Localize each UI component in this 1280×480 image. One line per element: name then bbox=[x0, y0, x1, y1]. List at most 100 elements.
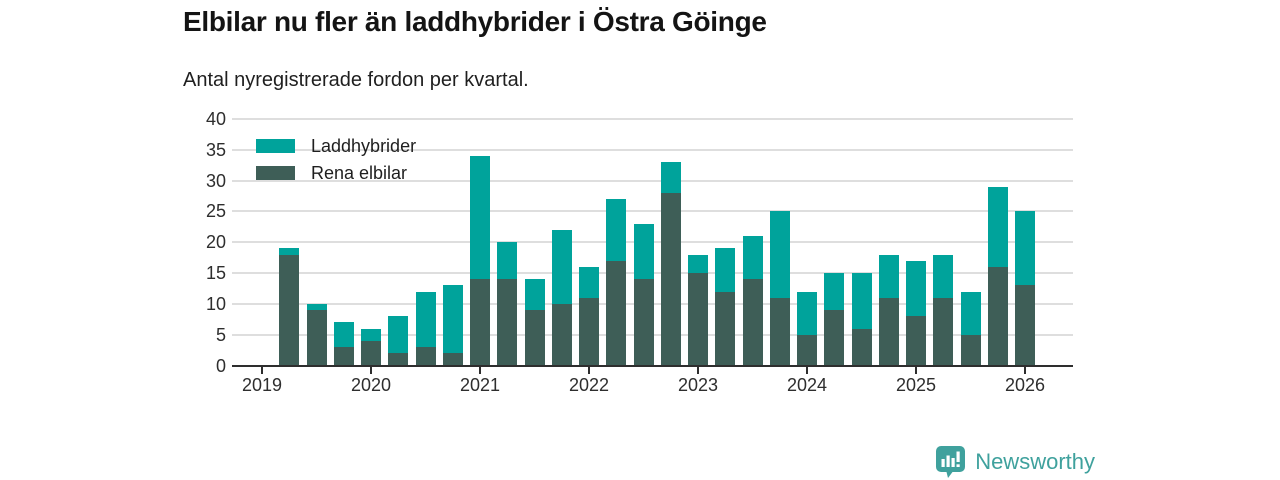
bar-segment-rena-elbilar bbox=[361, 340, 381, 366]
bar-segment-laddhybrider bbox=[933, 254, 954, 298]
bar-segment-laddhybrider bbox=[361, 328, 381, 341]
bar-segment-rena-elbilar bbox=[960, 334, 981, 366]
gridline bbox=[232, 148, 1073, 151]
bar-segment-laddhybrider bbox=[769, 211, 790, 298]
bar-segment-laddhybrider bbox=[633, 223, 654, 280]
bar-segment-rena-elbilar bbox=[415, 347, 436, 366]
y-tick-label: 25 bbox=[205, 201, 226, 222]
bar-segment-laddhybrider bbox=[497, 242, 518, 280]
bar-segment-rena-elbilar bbox=[524, 310, 545, 366]
bar-segment-laddhybrider bbox=[388, 316, 409, 354]
x-tick bbox=[588, 366, 590, 374]
legend-swatch-rena-elbilar bbox=[256, 166, 295, 180]
bar-segment-rena-elbilar bbox=[742, 279, 763, 366]
y-tick-label: 30 bbox=[205, 170, 226, 191]
bar-segment-rena-elbilar bbox=[551, 303, 572, 366]
x-tick-label: 2019 bbox=[241, 374, 283, 395]
brand-footer[interactable]: Newsworthy bbox=[935, 445, 1095, 478]
x-tick-label: 2026 bbox=[1004, 374, 1046, 395]
x-tick bbox=[806, 366, 808, 374]
x-tick bbox=[915, 366, 917, 374]
bar-segment-laddhybrider bbox=[606, 199, 627, 261]
legend-swatch-laddhybrider bbox=[256, 139, 295, 153]
bar-segment-laddhybrider bbox=[878, 254, 899, 298]
bar-segment-rena-elbilar bbox=[769, 297, 790, 366]
y-tick-label: 20 bbox=[205, 232, 226, 253]
bar-segment-rena-elbilar bbox=[688, 273, 708, 366]
bar-segment-rena-elbilar bbox=[470, 279, 490, 366]
bar-segment-rena-elbilar bbox=[279, 254, 300, 366]
bar-segment-laddhybrider bbox=[1015, 211, 1035, 286]
bar-segment-laddhybrider bbox=[524, 279, 545, 311]
bar-segment-laddhybrider bbox=[415, 291, 436, 347]
x-axis-line bbox=[232, 364, 1073, 367]
x-tick bbox=[1024, 366, 1026, 374]
bar-segment-laddhybrider bbox=[824, 273, 845, 311]
legend-label: Laddhybrider bbox=[311, 136, 417, 156]
x-tick-label: 2025 bbox=[895, 374, 937, 395]
bar-segment-rena-elbilar bbox=[306, 310, 327, 366]
bar-segment-rena-elbilar bbox=[1015, 285, 1035, 366]
gridline bbox=[232, 179, 1073, 182]
bar-segment-rena-elbilar bbox=[333, 347, 354, 366]
bar-segment-laddhybrider bbox=[987, 186, 1008, 267]
y-tick-label: 0 bbox=[215, 355, 226, 376]
bar-segment-rena-elbilar bbox=[824, 310, 845, 366]
brand-name: Newsworthy bbox=[975, 448, 1095, 474]
bar-segment-laddhybrider bbox=[279, 248, 300, 255]
gridline bbox=[232, 118, 1073, 120]
bar-segment-laddhybrider bbox=[797, 291, 817, 335]
x-tick bbox=[370, 366, 372, 374]
bar-segment-laddhybrider bbox=[333, 322, 354, 347]
bar-segment-laddhybrider bbox=[742, 236, 763, 280]
x-tick-label: 2021 bbox=[459, 374, 501, 395]
x-tick bbox=[479, 366, 481, 374]
bar-segment-rena-elbilar bbox=[933, 297, 954, 366]
chart-subtitle: Antal nyregistrerade fordon per kvartal. bbox=[183, 69, 529, 91]
y-tick-label: 10 bbox=[205, 293, 226, 314]
bar-segment-laddhybrider bbox=[551, 229, 572, 304]
bar-segment-rena-elbilar bbox=[388, 353, 409, 366]
bar-segment-laddhybrider bbox=[660, 162, 681, 193]
bar-segment-rena-elbilar bbox=[715, 291, 736, 366]
bar-segment-rena-elbilar bbox=[987, 266, 1008, 366]
legend: Laddhybrider Rena elbilar bbox=[256, 137, 416, 191]
bar-segment-laddhybrider bbox=[470, 155, 490, 280]
bar-segment-rena-elbilar bbox=[442, 353, 463, 366]
x-tick-label: 2022 bbox=[568, 374, 610, 395]
bar-segment-rena-elbilar bbox=[851, 328, 872, 366]
legend-item-laddhybrider: Laddhybrider bbox=[256, 137, 416, 155]
bar-segment-laddhybrider bbox=[851, 273, 872, 329]
legend-item-rena-elbilar: Rena elbilar bbox=[256, 164, 416, 182]
bar-segment-laddhybrider bbox=[579, 266, 599, 298]
bar-segment-rena-elbilar bbox=[797, 334, 817, 366]
bar-segment-laddhybrider bbox=[442, 285, 463, 354]
y-tick-label: 40 bbox=[205, 109, 226, 129]
bar-segment-laddhybrider bbox=[715, 248, 736, 292]
chart-title: Elbilar nu fler än laddhybrider i Östra … bbox=[183, 6, 767, 37]
x-tick bbox=[697, 366, 699, 374]
gridline bbox=[232, 210, 1073, 213]
speech-bubble-bar-chart-icon bbox=[935, 445, 966, 478]
x-tick bbox=[261, 366, 263, 374]
bar-segment-laddhybrider bbox=[306, 303, 327, 311]
bar-segment-rena-elbilar bbox=[878, 297, 899, 366]
bar-segment-rena-elbilar bbox=[606, 260, 627, 366]
bar-segment-laddhybrider bbox=[906, 260, 926, 317]
x-tick-label: 2020 bbox=[350, 374, 392, 395]
y-tick-label: 15 bbox=[205, 263, 226, 284]
bar-segment-laddhybrider bbox=[688, 254, 708, 274]
legend-label: Rena elbilar bbox=[311, 163, 408, 183]
bar-segment-laddhybrider bbox=[960, 291, 981, 335]
y-tick-label: 35 bbox=[205, 139, 226, 160]
x-tick-label: 2024 bbox=[786, 374, 828, 395]
bar-segment-rena-elbilar bbox=[633, 279, 654, 366]
x-tick-label: 2023 bbox=[677, 374, 719, 395]
bar-segment-rena-elbilar bbox=[906, 316, 926, 366]
bar-segment-rena-elbilar bbox=[497, 279, 518, 366]
bar-segment-rena-elbilar bbox=[660, 192, 681, 366]
bar-segment-rena-elbilar bbox=[579, 297, 599, 366]
y-tick-label: 5 bbox=[215, 324, 226, 345]
